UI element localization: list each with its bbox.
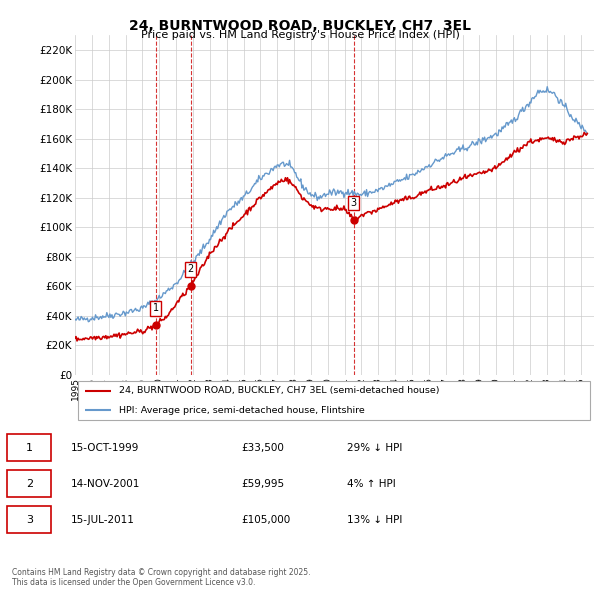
- Text: 15-JUL-2011: 15-JUL-2011: [71, 514, 134, 525]
- Text: 15-OCT-1999: 15-OCT-1999: [71, 443, 139, 453]
- Text: 3: 3: [350, 198, 357, 208]
- Text: 24, BURNTWOOD ROAD, BUCKLEY, CH7  3EL: 24, BURNTWOOD ROAD, BUCKLEY, CH7 3EL: [129, 19, 471, 33]
- FancyBboxPatch shape: [77, 381, 590, 420]
- Text: £59,995: £59,995: [241, 479, 284, 489]
- Text: £105,000: £105,000: [241, 514, 290, 525]
- FancyBboxPatch shape: [7, 470, 51, 497]
- Text: HPI: Average price, semi-detached house, Flintshire: HPI: Average price, semi-detached house,…: [119, 406, 365, 415]
- FancyBboxPatch shape: [7, 434, 51, 461]
- Text: 24, BURNTWOOD ROAD, BUCKLEY, CH7 3EL (semi-detached house): 24, BURNTWOOD ROAD, BUCKLEY, CH7 3EL (se…: [119, 386, 440, 395]
- Text: 29% ↓ HPI: 29% ↓ HPI: [347, 443, 403, 453]
- Text: 2: 2: [188, 264, 194, 274]
- Text: Contains HM Land Registry data © Crown copyright and database right 2025.
This d: Contains HM Land Registry data © Crown c…: [12, 568, 311, 587]
- Text: 14-NOV-2001: 14-NOV-2001: [71, 479, 140, 489]
- Text: 13% ↓ HPI: 13% ↓ HPI: [347, 514, 403, 525]
- Text: £33,500: £33,500: [241, 443, 284, 453]
- Text: 3: 3: [26, 514, 33, 525]
- Text: 4% ↑ HPI: 4% ↑ HPI: [347, 479, 396, 489]
- Text: Price paid vs. HM Land Registry's House Price Index (HPI): Price paid vs. HM Land Registry's House …: [140, 30, 460, 40]
- Text: 2: 2: [26, 479, 33, 489]
- Text: 1: 1: [26, 443, 33, 453]
- FancyBboxPatch shape: [7, 506, 51, 533]
- Text: 1: 1: [152, 303, 159, 313]
